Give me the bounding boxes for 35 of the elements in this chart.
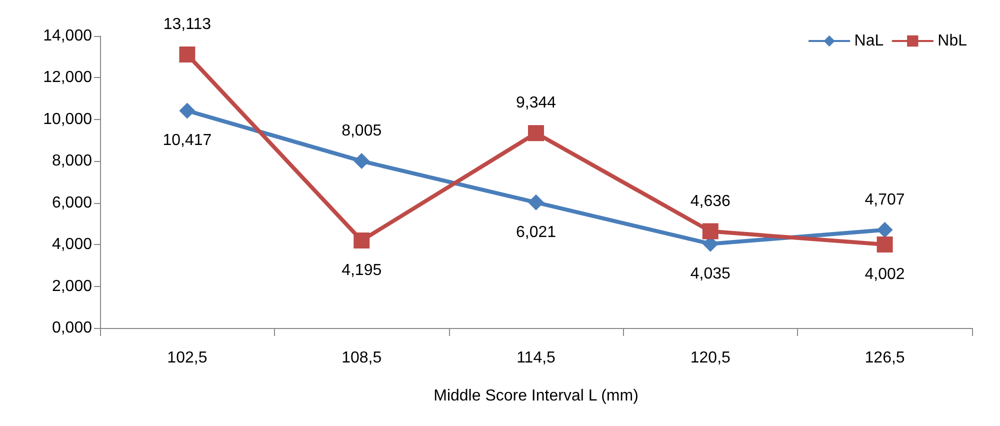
- point: [179, 102, 196, 119]
- x-tick-label: 102,5: [167, 350, 208, 366]
- data-label: 13,113: [163, 16, 212, 33]
- x-tick-label: 114,5: [516, 350, 556, 366]
- data-label: 8,005: [342, 122, 382, 140]
- point: [876, 222, 893, 238]
- x-tick-label: 108,5: [342, 350, 382, 366]
- point: [354, 153, 370, 170]
- x-axis-title: Middle Score Interval L (mm): [434, 388, 638, 404]
- y-tick-label: 8,000: [52, 152, 92, 170]
- x-tick-label: 120,5: [690, 350, 731, 366]
- point: [179, 46, 196, 62]
- y-tick-label: 0,000: [52, 320, 92, 336]
- data-label: 4,707: [864, 191, 905, 208]
- data-label: 10,417: [162, 132, 212, 150]
- point: [528, 194, 544, 210]
- x-tick-label: 126,5: [864, 350, 905, 366]
- legend-label: NbL: [938, 32, 968, 50]
- y-tick-label: 12,000: [43, 69, 92, 86]
- data-label: 4,035: [690, 265, 731, 282]
- data-label: 4,002: [864, 266, 905, 284]
- data-label: 4,636: [690, 192, 731, 210]
- y-tick-label: 10,000: [43, 110, 92, 128]
- data-label: 4,195: [342, 262, 382, 280]
- point: [354, 232, 370, 249]
- data-label: 6,021: [516, 224, 556, 241]
- y-tick-label: 14,000: [43, 28, 92, 44]
- point: [876, 236, 893, 253]
- y-tick-label: 2,000: [52, 278, 92, 295]
- legend-label: NaL: [854, 32, 884, 50]
- point: [702, 223, 718, 240]
- y-tick-label: 6,000: [52, 194, 92, 212]
- y-tick-label: 4,000: [52, 236, 92, 254]
- point: [528, 125, 544, 142]
- data-label: 9,344: [516, 94, 556, 112]
